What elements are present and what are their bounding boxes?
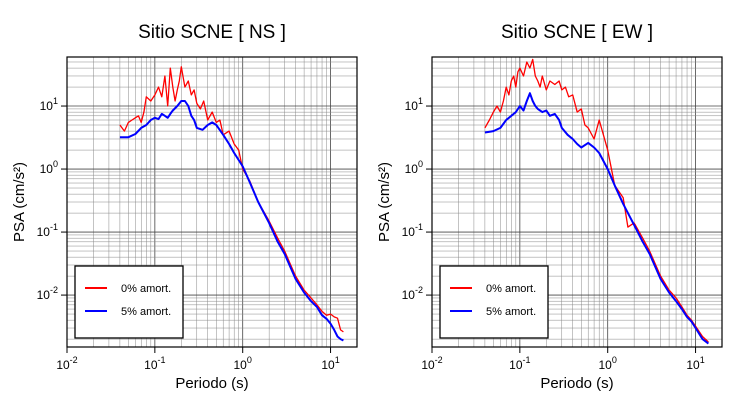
y-tick-label: 101: [405, 96, 423, 113]
plot-frame: [66, 56, 358, 348]
y-tick-label: 10-2: [37, 285, 58, 302]
x-tick-base: 10: [56, 358, 70, 372]
chart-title: Sitio SCNE [ NS ]: [138, 22, 286, 43]
x-tick-label: 100: [599, 355, 617, 372]
y-axis-label: PSA (cm/s²): [376, 162, 393, 242]
y-tick-exponent: -2: [50, 285, 58, 295]
legend-label: 0% amort.: [486, 283, 536, 295]
y-tick-exponent: -1: [50, 222, 58, 232]
x-tick-label: 10-2: [56, 355, 77, 372]
series-line-damping-0: [484, 58, 709, 343]
legend-label: 5% amort.: [486, 306, 536, 318]
legend-label: 5% amort.: [121, 306, 171, 318]
y-tick-base: 10: [405, 162, 419, 176]
x-tick-base: 10: [144, 358, 158, 372]
y-tick-base: 10: [402, 225, 416, 239]
plot-frame: [431, 56, 723, 348]
y-tick-exponent: 0: [53, 159, 58, 169]
legend-box: [74, 265, 184, 339]
legend-label: 0% amort.: [121, 283, 171, 295]
x-axis-label: Periodo (s): [175, 375, 248, 392]
y-tick-exponent: 0: [418, 159, 423, 169]
y-tick-label: 101: [40, 96, 58, 113]
legend-box: [439, 265, 549, 339]
x-tick-exponent: 1: [700, 355, 705, 365]
y-tick-label: 100: [405, 159, 423, 176]
x-tick-base: 10: [234, 358, 248, 372]
x-tick-base: 10: [686, 358, 700, 372]
y-tick-base: 10: [37, 225, 51, 239]
y-tick-base: 10: [402, 288, 416, 302]
series-line-damping-0: [119, 66, 344, 333]
x-tick-label: 10-1: [144, 355, 165, 372]
x-tick-exponent: -2: [70, 355, 78, 365]
y-tick-exponent: -1: [415, 222, 423, 232]
y-tick-label: 10-2: [402, 285, 423, 302]
x-tick-base: 10: [599, 358, 613, 372]
x-tick-exponent: -2: [435, 355, 443, 365]
x-tick-exponent: 0: [612, 355, 617, 365]
y-tick-exponent: 1: [53, 96, 58, 106]
y-tick-label: 100: [40, 159, 58, 176]
y-tick-exponent: 1: [418, 96, 423, 106]
x-tick-base: 10: [509, 358, 523, 372]
y-tick-base: 10: [37, 288, 51, 302]
y-tick-label: 10-1: [402, 222, 423, 239]
series-line-damping-5: [119, 100, 344, 342]
y-tick-base: 10: [40, 99, 54, 113]
x-tick-exponent: 0: [247, 355, 252, 365]
x-tick-exponent: 1: [335, 355, 340, 365]
x-tick-base: 10: [321, 358, 335, 372]
series-line-damping-5: [484, 92, 710, 345]
x-tick-exponent: -1: [158, 355, 166, 365]
x-tick-exponent: -1: [523, 355, 531, 365]
y-axis-label: PSA (cm/s²): [11, 162, 28, 242]
x-tick-label: 100: [234, 355, 252, 372]
tick-marks: [426, 105, 697, 353]
chart-title: Sitio SCNE [ EW ]: [501, 22, 653, 43]
y-tick-exponent: -2: [415, 285, 423, 295]
x-tick-label: 10-2: [421, 355, 442, 372]
y-tick-label: 10-1: [37, 222, 58, 239]
x-tick-label: 10-1: [509, 355, 530, 372]
x-tick-label: 101: [686, 355, 704, 372]
tick-marks: [61, 105, 332, 353]
y-tick-base: 10: [405, 99, 419, 113]
x-tick-label: 101: [321, 355, 339, 372]
legend: 0% amort. 5% amort.: [74, 265, 184, 339]
x-axis-label: Periodo (s): [540, 375, 613, 392]
x-tick-base: 10: [421, 358, 435, 372]
legend: 0% amort. 5% amort.: [439, 265, 549, 339]
y-tick-base: 10: [40, 162, 54, 176]
